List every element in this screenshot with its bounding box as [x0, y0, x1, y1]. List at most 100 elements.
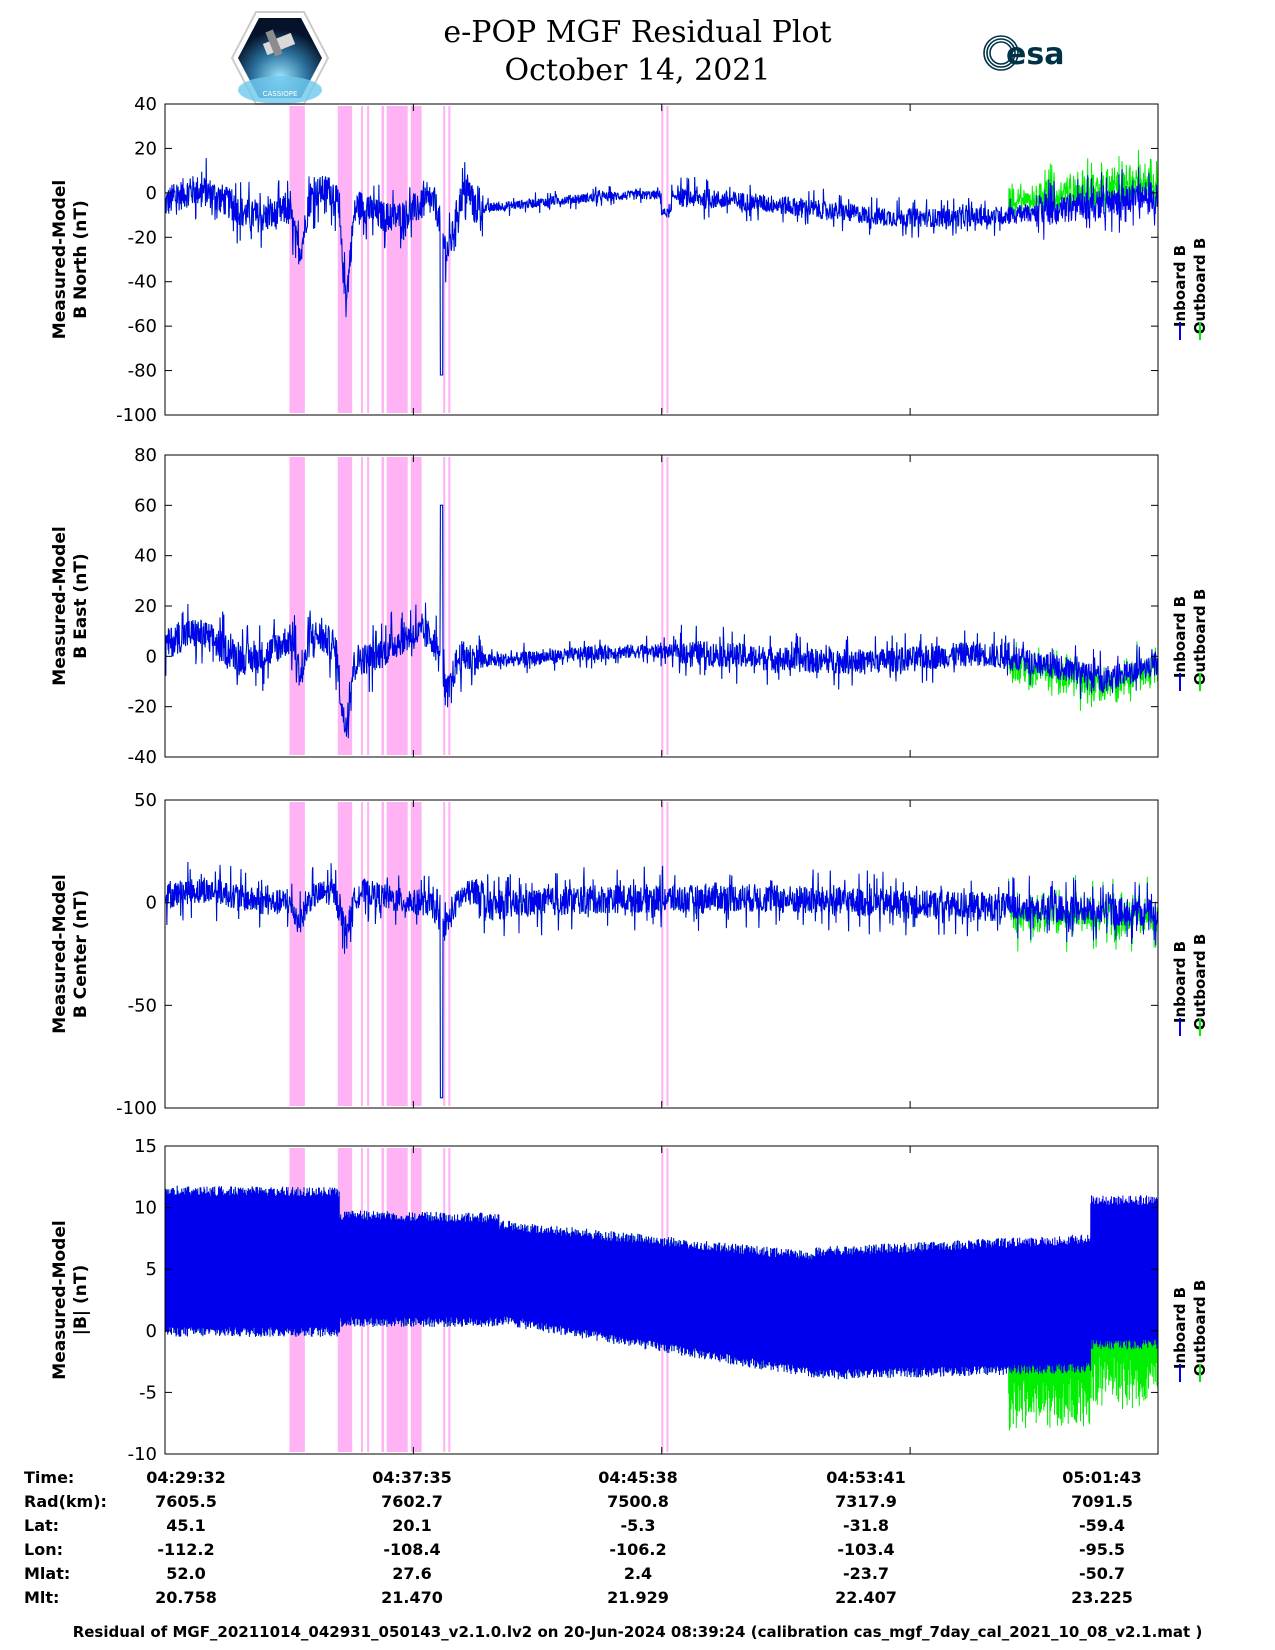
series-line-inboard	[164, 861, 1159, 1099]
title-block: e-POP MGF Residual Plot October 14, 2021	[0, 14, 1275, 90]
plot-title: e-POP MGF Residual Plot	[443, 15, 832, 50]
panel-b-east: -40 -20 0 20 40 60 80 Measured-ModelB East (nT)…	[50, 445, 1209, 768]
y-tick-label: 15	[134, 1136, 157, 1157]
y-tick-label: -20	[128, 697, 157, 718]
highlight-interval	[360, 802, 363, 1106]
orbit-value: -106.2	[609, 1540, 667, 1559]
orbit-label: Lon:	[24, 1540, 63, 1559]
orbit-value: 04:37:35	[372, 1468, 452, 1487]
y-axis-label-line: B East (nT)	[71, 553, 91, 658]
orbit-row-radius: Rad(km): 7605.5 7602.7 7500.8 7317.9 709…	[0, 1492, 1275, 1516]
y-tick-label: -50	[128, 995, 157, 1016]
orbit-row-lat: Lat: 45.1 20.1 -5.3 -31.8 -59.4	[0, 1516, 1275, 1540]
panel-b-magnitude: -10 -5 0 5 10 15 Measured-Model|B| (nT) Inboard…	[50, 1136, 1209, 1460]
highlight-interval	[443, 106, 446, 413]
y-tick-label: 40	[134, 94, 157, 115]
y-tick-label: -20	[128, 227, 157, 248]
highlight-interval	[289, 802, 305, 1106]
legend-label: Outboard B	[1191, 934, 1209, 1031]
logo-caption: CASSIOPE	[263, 90, 298, 98]
y-tick-label: -40	[128, 747, 157, 768]
highlight-interval	[360, 106, 363, 413]
highlight-interval	[666, 106, 669, 413]
y-tick-label: -5	[139, 1382, 157, 1403]
series-line-inboard	[164, 1185, 1159, 1380]
y-tick-label: 0	[146, 893, 157, 914]
y-axis-label: Measured-ModelB Center (nT)	[50, 874, 91, 1033]
y-axis-label-line: |B| (nT)	[71, 1265, 91, 1336]
orbit-value: 7602.7	[381, 1492, 443, 1511]
y-tick-label: 5	[146, 1259, 157, 1280]
highlight-interval	[448, 802, 451, 1106]
y-tick-label: 10	[134, 1198, 157, 1219]
legend-label: Inboard B	[1171, 596, 1189, 678]
y-tick-label: 20	[134, 138, 157, 159]
orbit-value: 05:01:43	[1062, 1468, 1142, 1487]
y-tick-label: 80	[134, 445, 157, 466]
orbit-info-table: Time: 04:29:32 04:37:35 04:45:38 04:53:4…	[0, 1468, 1275, 1618]
y-tick-label: -80	[128, 361, 157, 382]
orbit-row-lon: Lon: -112.2 -108.4 -106.2 -103.4 -95.5	[0, 1540, 1275, 1564]
highlight-interval	[367, 106, 370, 413]
orbit-label: Mlat:	[24, 1564, 71, 1583]
highlight-interval	[289, 106, 305, 413]
y-tick-label: -10	[128, 1444, 157, 1460]
plot-date: October 14, 2021	[504, 53, 771, 88]
orbit-value: 23.225	[1071, 1588, 1133, 1607]
highlight-interval	[337, 457, 353, 755]
orbit-label: Rad(km):	[24, 1492, 107, 1511]
y-tick-label: 40	[134, 546, 157, 567]
legend-label: Inboard B	[1171, 941, 1189, 1023]
legend-label: Inboard B	[1171, 245, 1189, 327]
highlight-interval	[386, 106, 408, 413]
orbit-row-mlat: Mlat: 52.0 27.6 2.4 -23.7 -50.7	[0, 1564, 1275, 1588]
orbit-value: 7091.5	[1071, 1492, 1133, 1511]
orbit-value: 7500.8	[607, 1492, 669, 1511]
highlight-interval	[661, 106, 664, 413]
legend-label: Outboard B	[1191, 589, 1209, 686]
highlight-interval	[360, 457, 363, 755]
y-tick-label: -40	[128, 272, 157, 293]
highlight-interval	[661, 802, 664, 1106]
y-axis-label: Measured-ModelB East (nT)	[50, 526, 91, 685]
series-line-inboard	[164, 504, 1159, 739]
orbit-value: -112.2	[157, 1540, 215, 1559]
orbit-value: 20.1	[392, 1516, 432, 1535]
highlight-interval	[448, 106, 451, 413]
cassiope-logo: CASSIOPE	[230, 11, 330, 105]
orbit-value: -95.5	[1078, 1540, 1126, 1559]
highlight-interval	[410, 802, 422, 1106]
orbit-row-mlt: Mlt: 20.758 21.470 21.929 22.407 23.225	[0, 1588, 1275, 1612]
orbit-value: -5.3	[620, 1516, 656, 1535]
highlight-interval	[337, 802, 353, 1106]
highlight-interval	[381, 457, 385, 755]
series-line-inboard	[164, 158, 1159, 376]
y-tick-label: -100	[116, 405, 157, 426]
highlight-interval	[410, 106, 422, 413]
orbit-value: 21.470	[381, 1588, 443, 1607]
highlight-interval	[661, 457, 664, 755]
orbit-value: -103.4	[837, 1540, 895, 1559]
y-tick-label: 0	[146, 1321, 157, 1342]
orbit-value: 22.407	[835, 1588, 897, 1607]
y-axis-label: Measured-ModelB North (nT)	[50, 180, 91, 339]
highlight-interval	[666, 802, 669, 1106]
orbit-value: -59.4	[1078, 1516, 1126, 1535]
highlight-interval	[367, 457, 370, 755]
y-axis-label-line: Measured-Model	[50, 526, 70, 685]
footer-caption: Residual of MGF_20211014_042931_050143_v…	[72, 1623, 1203, 1641]
orbit-label: Lat:	[24, 1516, 60, 1535]
highlight-interval	[386, 802, 408, 1106]
orbit-value: 7605.5	[155, 1492, 217, 1511]
orbit-value: 04:29:32	[146, 1468, 226, 1487]
highlight-interval	[443, 457, 446, 755]
orbit-value: 7317.9	[835, 1492, 897, 1511]
y-tick-label: 60	[134, 495, 157, 516]
highlight-interval	[666, 457, 669, 755]
highlight-interval	[448, 457, 451, 755]
y-tick-label: 0	[146, 183, 157, 204]
orbit-label: Time:	[24, 1468, 75, 1487]
legend-label: Outboard B	[1191, 238, 1209, 335]
highlight-interval	[443, 802, 446, 1106]
